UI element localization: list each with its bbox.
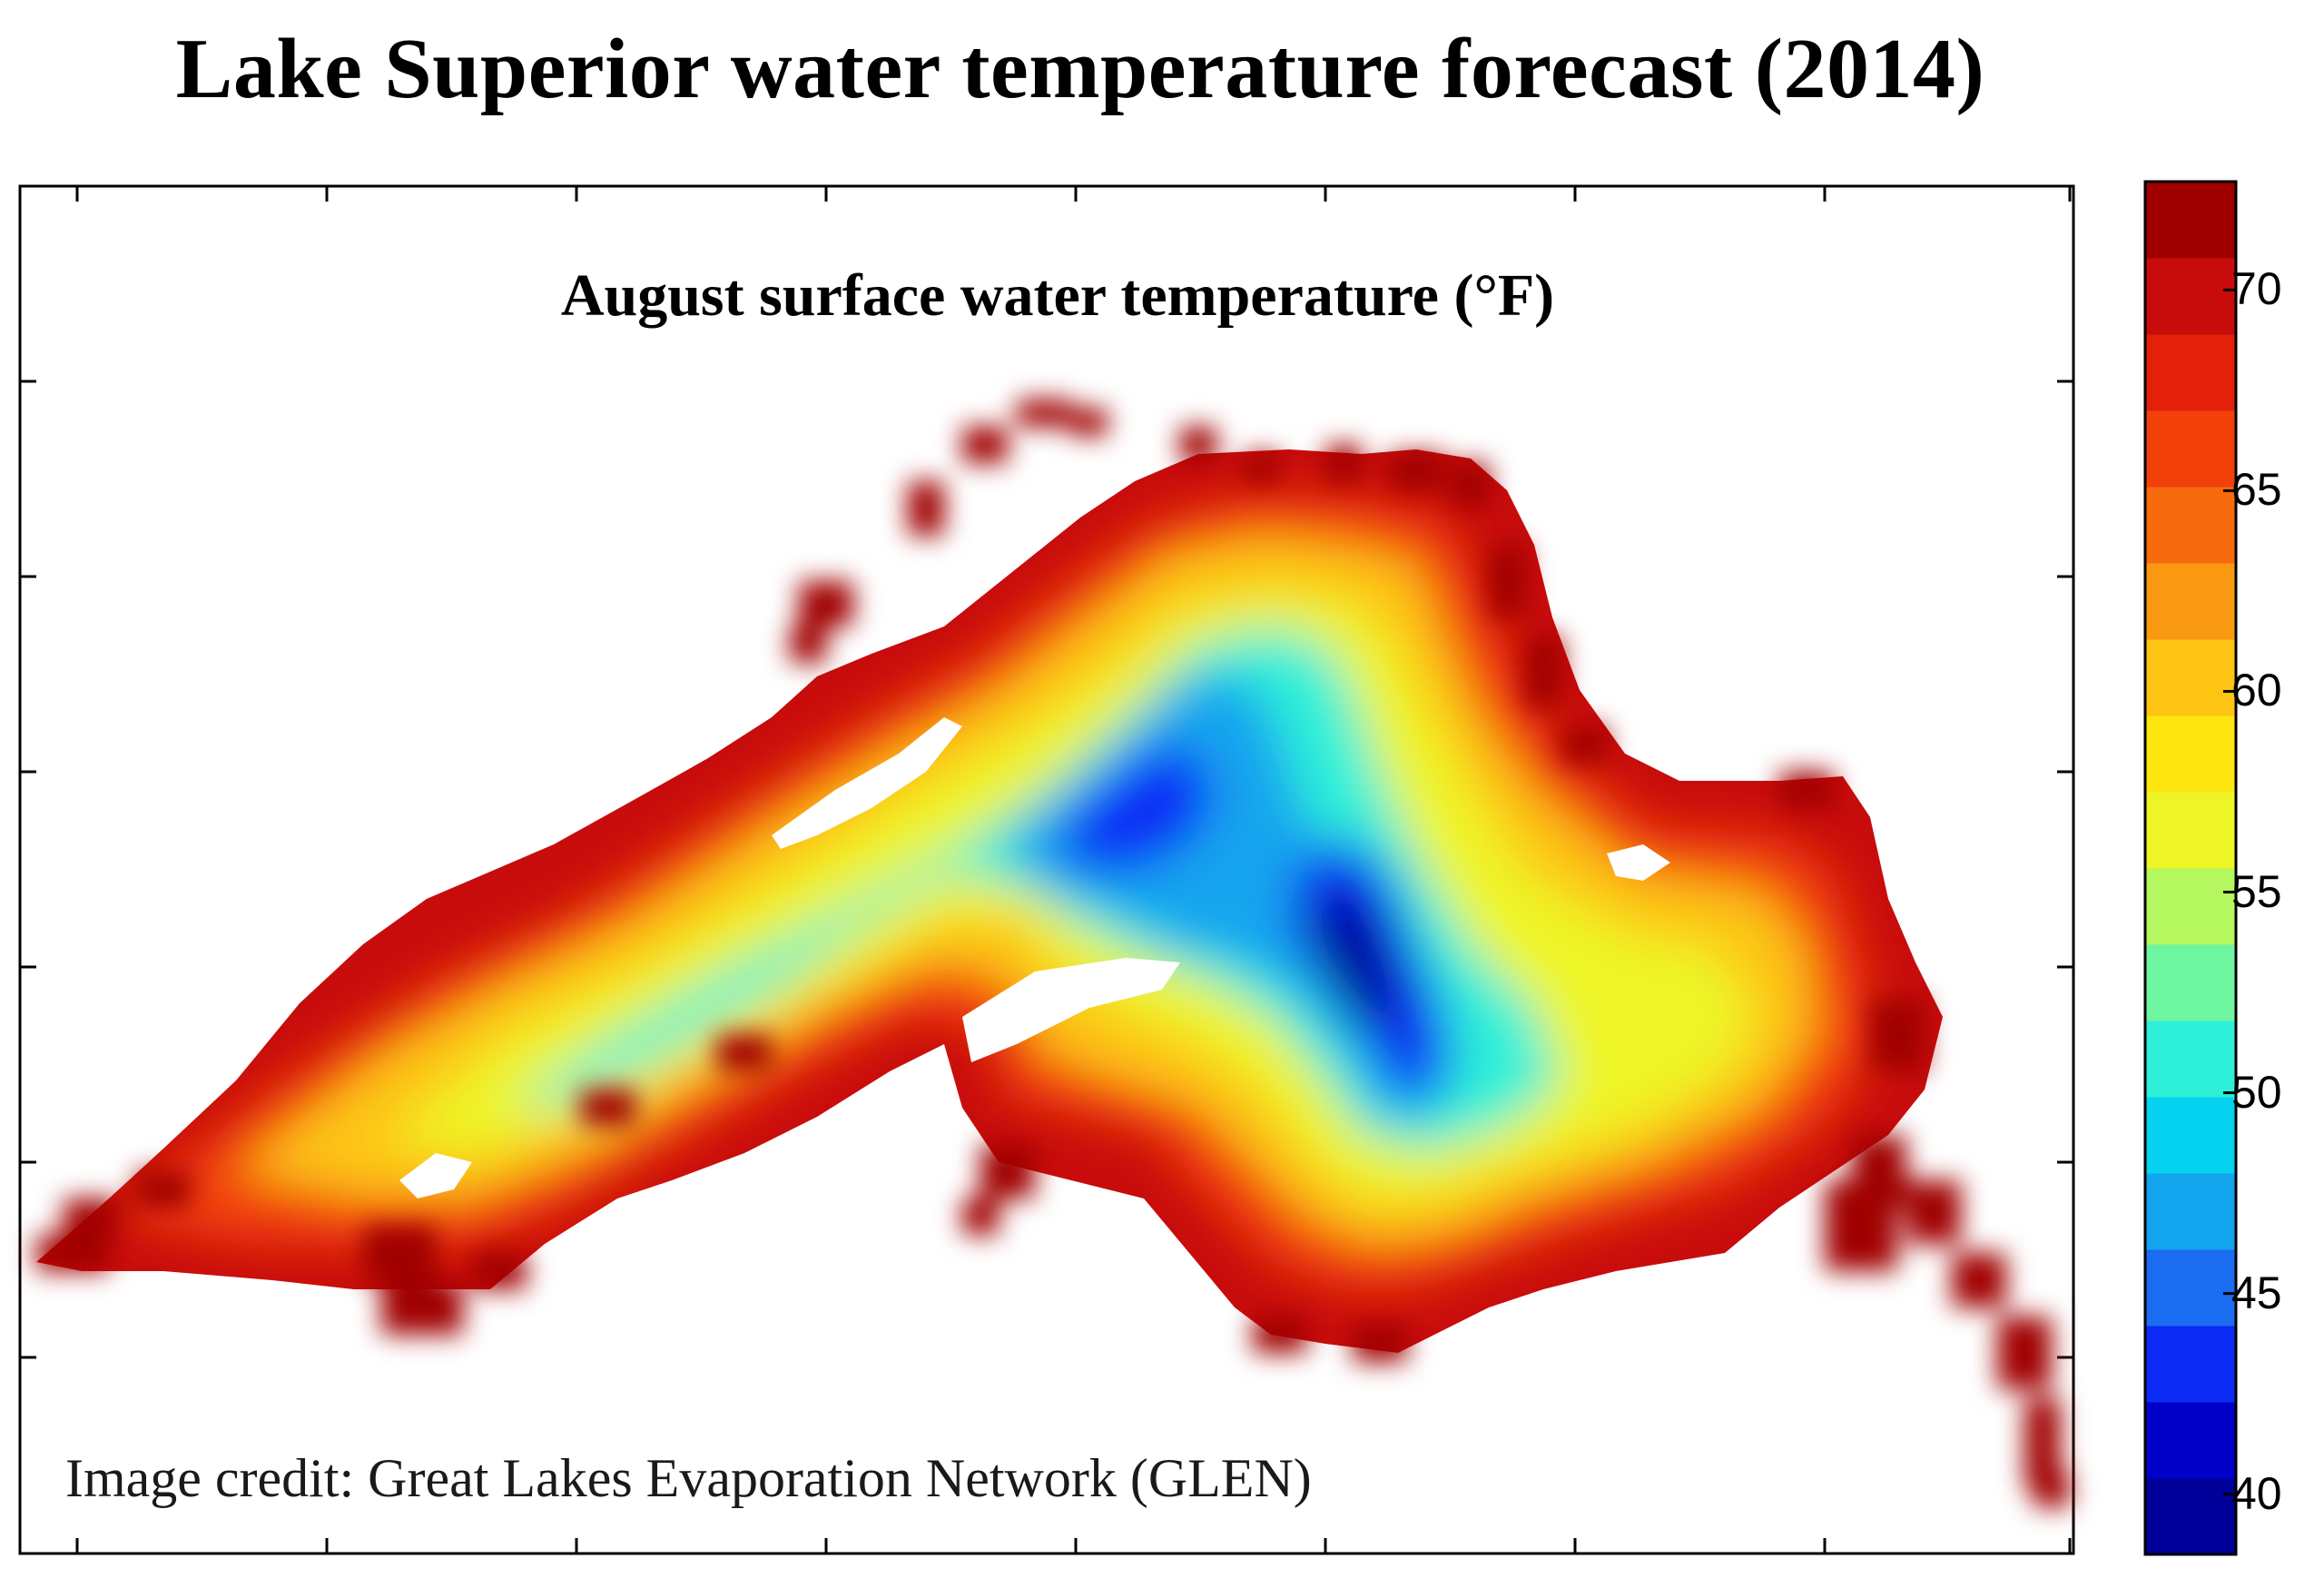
shore-pixel-block	[1452, 463, 1489, 508]
colorbar-tick-label: 50	[2231, 1066, 2282, 1118]
colorbar-step	[2145, 715, 2236, 793]
colorbar-tick-label: 60	[2231, 665, 2282, 716]
colorbar-tick-label: 45	[2231, 1267, 2282, 1318]
southeast-basin-green	[1616, 935, 1752, 1080]
frame-ticks	[20, 184, 2073, 1555]
colorbar-step	[2145, 334, 2236, 411]
apostle-gap	[399, 1153, 472, 1198]
shore-pixel-block	[908, 481, 944, 536]
shore-pixel-block	[363, 1226, 436, 1280]
colorbar-step	[2145, 1478, 2236, 1555]
shore-pixel-block	[136, 1171, 191, 1208]
shore-pixel-block	[1906, 1180, 1961, 1244]
colorbar-step	[2145, 944, 2236, 1021]
shore-pixel-block	[1561, 726, 1607, 763]
colorbar-step	[2145, 410, 2236, 488]
shore-pixel-block	[581, 1090, 635, 1126]
shore-pixel-block	[2034, 1471, 2070, 1507]
shore-pixel-block	[1489, 545, 1525, 617]
shore-pixel-block	[1353, 1326, 1407, 1362]
colorbar-step	[2145, 487, 2236, 564]
shore-pixel-block	[1180, 427, 1216, 463]
colorbar	[2145, 182, 2236, 1555]
colorbar-step	[2145, 1097, 2236, 1174]
shore-pixel-block	[1825, 1180, 1897, 1271]
shore-pixel-block	[64, 1198, 118, 1235]
shore-pixel-block	[1952, 1253, 2006, 1307]
shore-pixel-block	[1997, 1317, 2052, 1389]
colorbar-step	[2145, 1402, 2236, 1479]
shore-pixel-block	[717, 1035, 772, 1071]
shore-pixel-block	[962, 1198, 999, 1235]
shore-pixel-block	[1779, 772, 1834, 808]
shore-pixel-block	[1525, 636, 1561, 708]
shore-pixel-block	[1253, 1317, 1307, 1353]
colorbar-step	[2145, 1173, 2236, 1250]
shore-pixel-block	[1071, 409, 1108, 436]
map-subtitle: August surface water temperature (°F)	[560, 262, 1555, 329]
shore-pixel-block	[980, 1144, 1035, 1198]
shore-pixel-block	[1870, 999, 1925, 1071]
page-title: Lake Superior water temperature forecast…	[175, 22, 1985, 116]
shore-pixel-block	[962, 427, 1008, 463]
coastal-pixel-fringe	[36, 399, 2070, 1507]
colorbar-step	[2145, 1249, 2236, 1327]
colorbar-tick-label: 55	[2231, 865, 2282, 917]
colorbar-step	[2145, 258, 2236, 335]
colorbar-step	[2145, 792, 2236, 869]
colorbar-tick-label: 40	[2231, 1467, 2282, 1519]
cold-core	[1307, 890, 1398, 1035]
colorbar-step	[2145, 868, 2236, 945]
shore-pixel-block	[36, 1235, 109, 1271]
shore-pixel-block	[1325, 445, 1362, 481]
band-deep-blue	[1053, 745, 1443, 1099]
keweenaw-gap	[962, 958, 1180, 1062]
shore-pixel-block	[799, 581, 853, 626]
shore-pixel-block	[472, 1253, 527, 1289]
shore-pixel-block	[381, 1280, 463, 1335]
colorbar-step	[2145, 182, 2236, 259]
colorbar-step	[2145, 1326, 2236, 1403]
colorbar-step	[2145, 1021, 2236, 1098]
islands	[399, 717, 1670, 1198]
isle-royale	[772, 717, 962, 849]
band-cyan	[508, 626, 1561, 1153]
colorbar-frame	[2143, 180, 2238, 1556]
whitefish-gap	[1607, 844, 1670, 881]
colorbar-step	[2145, 563, 2236, 640]
plot-frame	[18, 184, 2075, 1555]
colorbar-step	[2145, 639, 2236, 716]
shore-pixel-block	[1017, 399, 1071, 427]
lake-temperature-field	[36, 449, 1943, 1353]
colorbar-tick-label: 70	[2231, 263, 2282, 315]
shore-pixel-block	[1389, 454, 1443, 490]
image-credit: Image credit: Great Lakes Evaporation Ne…	[65, 1448, 1312, 1508]
shore-pixel-block	[790, 626, 826, 663]
shore-pixel-block	[1244, 454, 1280, 481]
colorbar-tick-label: 65	[2231, 464, 2282, 516]
